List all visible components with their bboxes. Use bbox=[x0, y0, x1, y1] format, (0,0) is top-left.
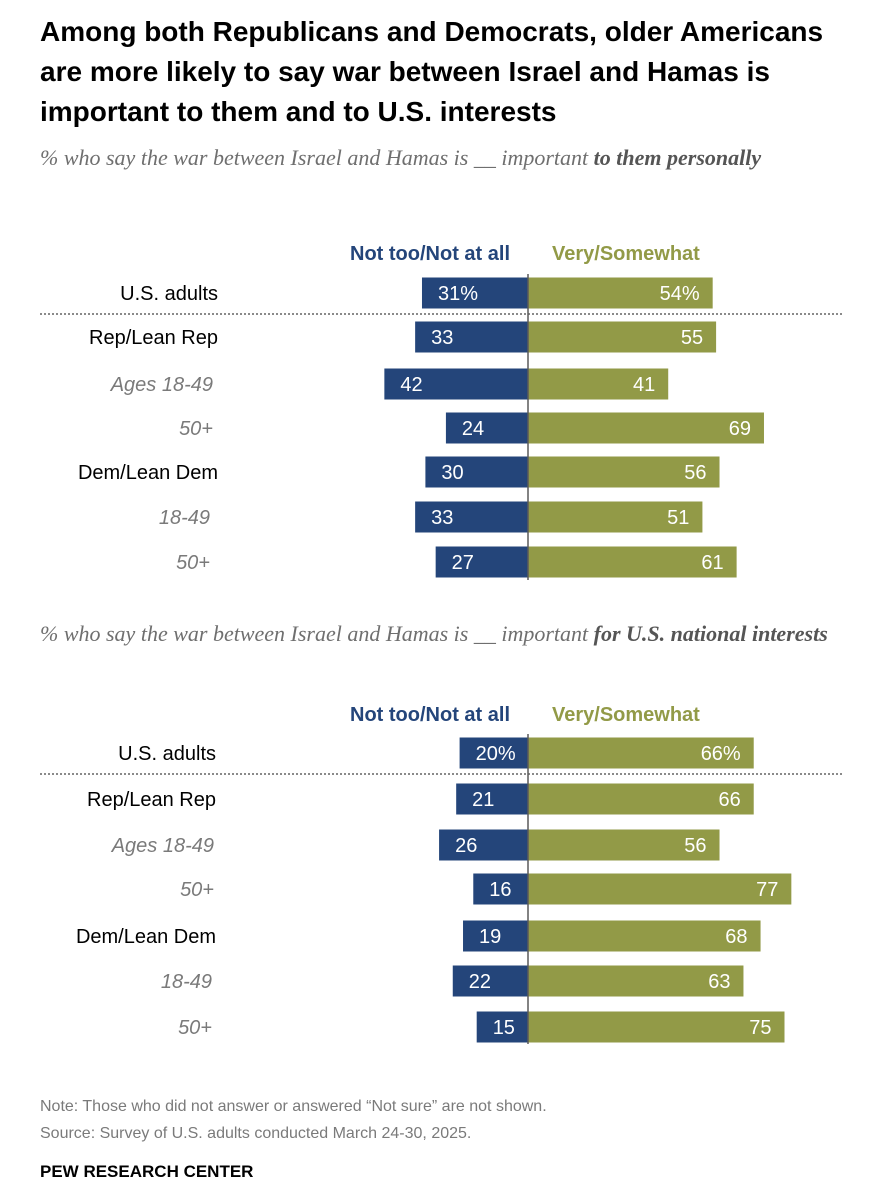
chart-2-subtitle-prefix: % who say the war between Israel and Ham… bbox=[40, 621, 589, 646]
value-label-very-somewhat: 69 bbox=[729, 418, 751, 440]
row-label: Rep/Lean Rep bbox=[89, 327, 218, 349]
row-label: Rep/Lean Rep bbox=[87, 789, 216, 811]
bar-not-too-not-at-all bbox=[415, 501, 528, 533]
value-label-very-somewhat: 61 bbox=[701, 552, 723, 574]
row-label: 18-49 bbox=[161, 971, 212, 993]
chart-1-subtitle: % who say the war between Israel and Ham… bbox=[40, 142, 840, 174]
value-label-not-too-not-at-all: 26 bbox=[455, 835, 477, 857]
header-very-somewhat: Very/Somewhat bbox=[552, 243, 700, 265]
bar-not-too-not-at-all bbox=[445, 412, 528, 444]
bar-very-somewhat bbox=[528, 277, 713, 309]
value-label-not-too-not-at-all: 16 bbox=[489, 879, 511, 901]
bar-very-somewhat bbox=[528, 783, 754, 815]
value-label-not-too-not-at-all: 30 bbox=[441, 462, 463, 484]
chart-2-national-interests: Not too/Not at all Very/Somewhat U.S. adul… bbox=[40, 704, 842, 1044]
bar-very-somewhat bbox=[528, 965, 744, 997]
bar-very-somewhat bbox=[528, 321, 717, 353]
value-label-very-somewhat: 56 bbox=[684, 835, 706, 857]
header-very-somewhat: Very/Somewhat bbox=[552, 704, 700, 726]
row-label: 50+ bbox=[176, 552, 210, 574]
value-label-very-somewhat: 41 bbox=[633, 374, 655, 396]
value-label-not-too-not-at-all: 33 bbox=[431, 327, 453, 349]
chart-2-subtitle-bold: for U.S. national interests bbox=[593, 621, 828, 646]
bar-not-too-not-at-all bbox=[459, 737, 528, 769]
value-label-very-somewhat: 54% bbox=[660, 283, 700, 305]
value-label-not-too-not-at-all: 24 bbox=[462, 418, 484, 440]
value-label-not-too-not-at-all: 31% bbox=[438, 283, 478, 305]
value-label-very-somewhat: 51 bbox=[667, 507, 689, 529]
value-label-very-somewhat: 77 bbox=[756, 879, 778, 901]
row-label: Ages 18-49 bbox=[111, 835, 214, 857]
bar-not-too-not-at-all bbox=[421, 277, 528, 309]
row-label: Dem/Lean Dem bbox=[78, 462, 218, 484]
row-label: 50+ bbox=[178, 1017, 212, 1039]
bar-very-somewhat bbox=[528, 873, 792, 905]
chart-title: Among both Republicans and Democrats, ol… bbox=[40, 16, 824, 127]
bar-very-somewhat bbox=[528, 829, 720, 861]
bar-very-somewhat bbox=[528, 546, 737, 578]
row-label: Ages 18-49 bbox=[110, 374, 213, 396]
value-label-very-somewhat: 63 bbox=[708, 971, 730, 993]
bar-very-somewhat bbox=[528, 737, 754, 769]
value-label-not-too-not-at-all: 15 bbox=[493, 1017, 515, 1039]
chart-1-subtitle-bold: to them personally bbox=[593, 145, 762, 170]
bar-not-too-not-at-all bbox=[456, 783, 528, 815]
value-label-very-somewhat: 66 bbox=[718, 789, 740, 811]
row-label: 18-49 bbox=[159, 507, 210, 529]
row-label: Dem/Lean Dem bbox=[76, 926, 216, 948]
row-label: U.S. adults bbox=[118, 743, 216, 765]
bar-not-too-not-at-all bbox=[439, 829, 528, 861]
row-label: U.S. adults bbox=[120, 283, 218, 305]
bar-not-too-not-at-all bbox=[476, 1011, 528, 1043]
chart-1-personal-importance: Not too/Not at all Very/Somewhat U.S. adul… bbox=[40, 243, 842, 580]
value-label-not-too-not-at-all: 27 bbox=[452, 552, 474, 574]
row-label: 50+ bbox=[179, 418, 213, 440]
value-label-not-too-not-at-all: 20% bbox=[476, 743, 516, 765]
value-label-very-somewhat: 68 bbox=[725, 926, 747, 948]
bar-not-too-not-at-all bbox=[435, 546, 528, 578]
bar-not-too-not-at-all bbox=[384, 368, 528, 400]
bar-very-somewhat bbox=[528, 368, 669, 400]
bar-not-too-not-at-all bbox=[463, 920, 528, 952]
chart-1-subtitle-prefix: % who say the war between Israel and Ham… bbox=[40, 145, 589, 170]
value-label-very-somewhat: 56 bbox=[684, 462, 706, 484]
pew-research-center-logo: PEW RESEARCH CENTER bbox=[40, 1162, 254, 1181]
source-note: Source: Survey of U.S. adults conducted … bbox=[40, 1125, 472, 1142]
value-label-not-too-not-at-all: 42 bbox=[400, 374, 422, 396]
bar-not-too-not-at-all bbox=[425, 456, 528, 488]
bar-very-somewhat bbox=[528, 501, 703, 533]
bar-not-too-not-at-all bbox=[452, 965, 528, 997]
value-label-not-too-not-at-all: 33 bbox=[431, 507, 453, 529]
value-label-very-somewhat: 66% bbox=[701, 743, 741, 765]
value-label-not-too-not-at-all: 19 bbox=[479, 926, 501, 948]
header-not-too-not-at-all: Not too/Not at all bbox=[350, 243, 510, 265]
value-label-very-somewhat: 55 bbox=[681, 327, 703, 349]
chart-2-subtitle: % who say the war between Israel and Ham… bbox=[40, 618, 840, 650]
bar-very-somewhat bbox=[528, 920, 761, 952]
value-label-not-too-not-at-all: 21 bbox=[472, 789, 494, 811]
row-label: 50+ bbox=[180, 879, 214, 901]
value-label-very-somewhat: 75 bbox=[749, 1017, 771, 1039]
footnote: Note: Those who did not answer or answer… bbox=[40, 1098, 547, 1115]
bar-very-somewhat bbox=[528, 456, 720, 488]
bar-not-too-not-at-all bbox=[473, 873, 528, 905]
bar-very-somewhat bbox=[528, 412, 764, 444]
header-not-too-not-at-all: Not too/Not at all bbox=[350, 704, 510, 726]
bar-not-too-not-at-all bbox=[415, 321, 528, 353]
value-label-not-too-not-at-all: 22 bbox=[469, 971, 491, 993]
bar-very-somewhat bbox=[528, 1011, 785, 1043]
